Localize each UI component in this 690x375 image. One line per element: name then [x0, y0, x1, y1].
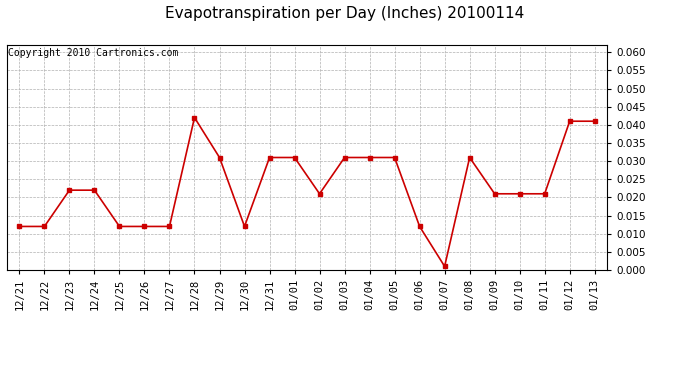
Text: Copyright 2010 Cartronics.com: Copyright 2010 Cartronics.com [8, 48, 179, 58]
Text: Evapotranspiration per Day (Inches) 20100114: Evapotranspiration per Day (Inches) 2010… [166, 6, 524, 21]
